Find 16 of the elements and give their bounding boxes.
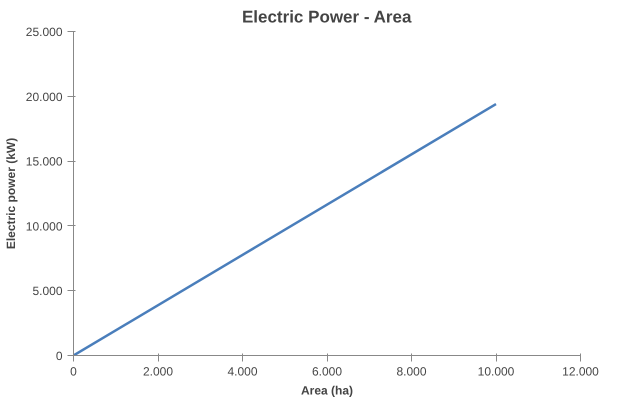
x-tick-label: 6.000 xyxy=(312,364,342,378)
y-tick-label: 25.000 xyxy=(26,25,63,39)
x-tick-label: 10.000 xyxy=(478,364,515,378)
y-tick-label: 15.000 xyxy=(26,154,63,169)
x-axis-title: Area (ha) xyxy=(300,384,354,398)
x-tick-label: 2.000 xyxy=(142,364,174,378)
y-tick-label: 20.000 xyxy=(26,90,63,104)
y-tick-label: 5.000 xyxy=(32,284,63,298)
y-tick-label: 0 xyxy=(56,349,63,363)
y-axis-title: Electric power (kW) xyxy=(4,138,18,250)
x-tick-label: 4.000 xyxy=(227,364,258,378)
x-tick-label: 12.000 xyxy=(562,364,600,378)
chart-title: Electric Power - Area xyxy=(242,8,412,26)
x-tick-label: 0 xyxy=(70,364,78,378)
y-tick-label: 10.000 xyxy=(26,219,63,234)
x-tick-label: 8.000 xyxy=(396,364,427,378)
